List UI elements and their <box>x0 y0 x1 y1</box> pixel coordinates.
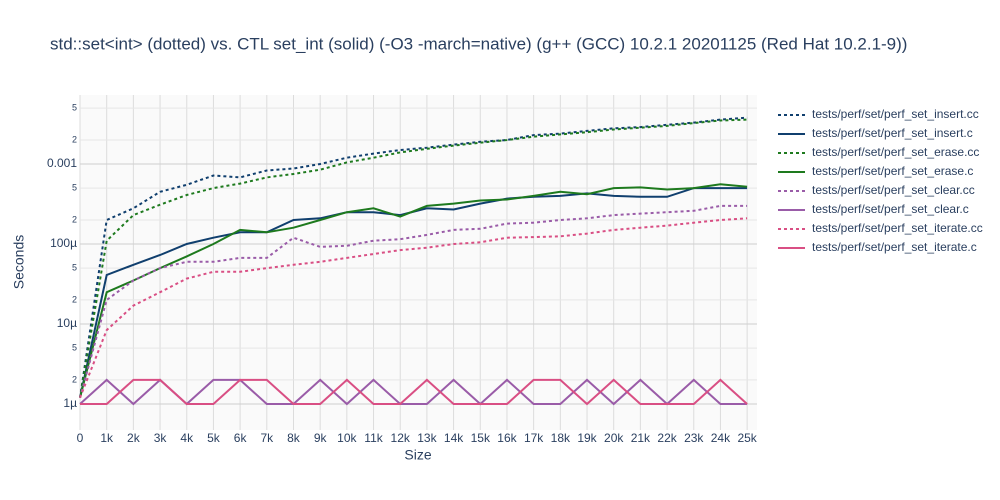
chart-title: std::set<int> (dotted) vs. CTL set_int (… <box>50 34 907 53</box>
x-tick-label: 4k <box>180 431 194 445</box>
x-tick-label: 2k <box>127 431 141 445</box>
y-tick-label: 10µ <box>57 316 77 330</box>
x-tick-label: 14k <box>444 431 464 445</box>
y-tick-label: 2 <box>72 374 77 384</box>
series-line <box>79 217 748 399</box>
y-tick-label: 100µ <box>50 236 77 250</box>
x-tick-label: 24k <box>711 431 731 445</box>
x-tick-label: 10k <box>337 431 357 445</box>
y-tick-label: 2 <box>72 214 77 224</box>
x-tick-label: 3k <box>154 431 168 445</box>
plot-area <box>80 95 757 430</box>
x-tick-label: 11k <box>364 431 383 445</box>
x-axis-title: Size <box>404 447 431 463</box>
legend-label: tests/perf/set/perf_set_clear.c <box>812 202 969 216</box>
y-tick-label: 2 <box>72 134 77 144</box>
y-tick-label: 0.001 <box>47 156 77 170</box>
x-tick-label: 1k <box>100 431 114 445</box>
x-tick-label: 8k <box>287 431 301 445</box>
x-tick-label: 20k <box>604 431 624 445</box>
y-axis-title: Seconds <box>11 235 27 289</box>
x-tick-label: 12k <box>391 431 411 445</box>
y-tick-label: 5 <box>72 183 77 193</box>
x-tick-label: 0 <box>77 431 84 445</box>
x-tick-label: 9k <box>314 431 328 445</box>
legend-label: tests/perf/set/perf_set_iterate.cc <box>812 221 983 235</box>
x-tick-label: 21k <box>631 431 651 445</box>
legend-label: tests/perf/set/perf_set_iterate.c <box>812 240 977 254</box>
x-tick-label: 25k <box>737 431 757 445</box>
legend-label: tests/perf/set/perf_set_clear.cc <box>812 183 975 197</box>
series-line <box>80 378 748 406</box>
series-line <box>79 118 748 398</box>
x-tick-label: 22k <box>657 431 677 445</box>
y-tick-label: 5 <box>72 262 77 272</box>
series-line <box>79 204 748 398</box>
x-tick-label: 15k <box>471 431 491 445</box>
legend-label: tests/perf/set/perf_set_insert.c <box>812 126 973 140</box>
x-tick-label: 5k <box>207 431 221 445</box>
legend-label: tests/perf/set/perf_set_erase.c <box>812 164 973 178</box>
y-tick-label: 2 <box>72 294 77 304</box>
x-tick-label: 7k <box>260 431 274 445</box>
x-tick-label: 16k <box>497 431 517 445</box>
series-line <box>79 378 748 406</box>
x-tick-label: 13k <box>417 431 437 445</box>
series-line <box>79 183 748 398</box>
x-tick-label: 17k <box>524 431 544 445</box>
x-tick-label: 6k <box>234 431 248 445</box>
x-tick-label: 18k <box>551 431 571 445</box>
y-tick-label: 5 <box>72 103 77 113</box>
y-tick-label: 5 <box>72 342 77 352</box>
x-tick-label: 23k <box>684 431 704 445</box>
legend-label: tests/perf/set/perf_set_insert.cc <box>812 107 979 121</box>
y-tick-label: 1µ <box>63 396 77 410</box>
legend-label: tests/perf/set/perf_set_erase.cc <box>812 145 979 159</box>
x-tick-label: 19k <box>577 431 597 445</box>
